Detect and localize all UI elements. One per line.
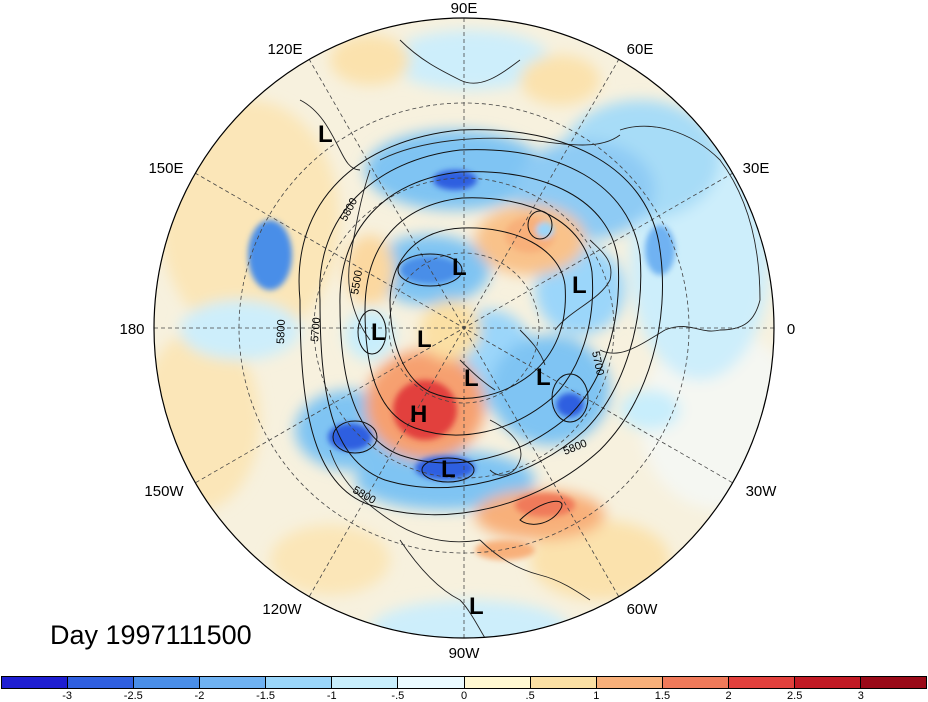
colorbar-tick-label: 2.5 <box>787 690 803 702</box>
colorbar-bin <box>398 677 465 688</box>
colorbar-bin <box>68 677 135 688</box>
low-center-marker: L <box>452 254 467 281</box>
colorbar-tick-labels: -3 -2.5 -2 -1.5 -1 -.5 0 .5 1 1.5 2 2.5 3 <box>1 690 927 702</box>
colorbar-tick-label: 2 <box>725 690 732 702</box>
contour-label: 5800 <box>275 319 288 344</box>
map-border <box>153 17 775 639</box>
colorbar-bin <box>134 677 201 688</box>
longitude-labels: 90E 60E 30E 0 30W 60W 90W 120W 150W 180 … <box>119 0 795 662</box>
colorbar-bin <box>861 677 927 688</box>
colorbar-tick-label: -3 <box>62 690 73 702</box>
graticule <box>154 18 774 638</box>
low-center-marker: L <box>417 326 432 353</box>
colorbar-tick-label: -1 <box>326 690 337 702</box>
high-center-marker: H <box>410 401 427 428</box>
low-center-marker: L <box>371 319 386 346</box>
colorbar-bin <box>794 677 862 688</box>
colorbar-bin <box>596 677 663 688</box>
colorbar-tick-label: -2.5 <box>123 690 143 702</box>
low-center-marker: L <box>536 364 551 391</box>
colorbar-tick-label: 1 <box>593 690 600 702</box>
colorbar-tick-label: -1.5 <box>256 690 276 702</box>
colorbar-bin <box>2 677 69 688</box>
colorbar-bin <box>728 677 795 688</box>
colorbar-tick-label: -2 <box>194 690 205 702</box>
colorbar-tick-label: 3 <box>857 690 864 702</box>
lon-label-30e: 30E <box>743 160 770 177</box>
colorbar-bin <box>662 677 729 688</box>
lon-label-150w: 150W <box>144 483 184 500</box>
low-center-marker: L <box>469 593 484 620</box>
pressure-centers: L L L L L L L L L L H <box>318 121 587 620</box>
lon-label-180: 180 <box>119 321 144 338</box>
coastlines <box>299 39 761 638</box>
polar-map: 90E 60E 30E 0 30W 60W 90W 120W 150W 180 … <box>119 0 795 662</box>
contour-label: 5700 <box>309 317 323 342</box>
lon-label-90w: 90W <box>449 645 481 662</box>
colorbar <box>1 676 927 689</box>
height-contours <box>298 129 663 525</box>
lon-label-120e: 120E <box>267 41 302 58</box>
low-center-marker: L <box>572 272 587 299</box>
colorbar-bin <box>530 677 597 688</box>
colorbar-bin <box>200 677 267 688</box>
date-title: Day 1997111500 <box>50 620 252 650</box>
low-center-marker: L <box>441 456 456 483</box>
lon-label-150e: 150E <box>148 160 183 177</box>
lon-label-30w: 30W <box>746 483 778 500</box>
colorbar-tick-label: -.5 <box>391 690 405 702</box>
lon-label-60e: 60E <box>627 41 654 58</box>
colorbar-bin <box>332 677 399 688</box>
colorbar-tick-label: 0 <box>460 690 468 702</box>
contour-label: 5700 <box>589 350 606 376</box>
contour-label: 5500 <box>349 269 365 295</box>
low-center-marker: L <box>318 121 333 148</box>
lon-label-90e: 90E <box>451 0 478 17</box>
low-center-marker: L <box>464 365 479 392</box>
colorbar-bin <box>464 677 531 688</box>
colorbar-bin <box>266 677 333 688</box>
lon-label-60w: 60W <box>627 601 659 618</box>
lon-label-120w: 120W <box>262 601 302 618</box>
colorbar-tick-label: 1.5 <box>654 690 671 702</box>
contour-labels: 5800 5500 5700 5800 5700 5800 5800 <box>275 196 606 507</box>
colorbar-tick-label: .5 <box>525 690 535 702</box>
lon-label-0: 0 <box>787 321 795 338</box>
